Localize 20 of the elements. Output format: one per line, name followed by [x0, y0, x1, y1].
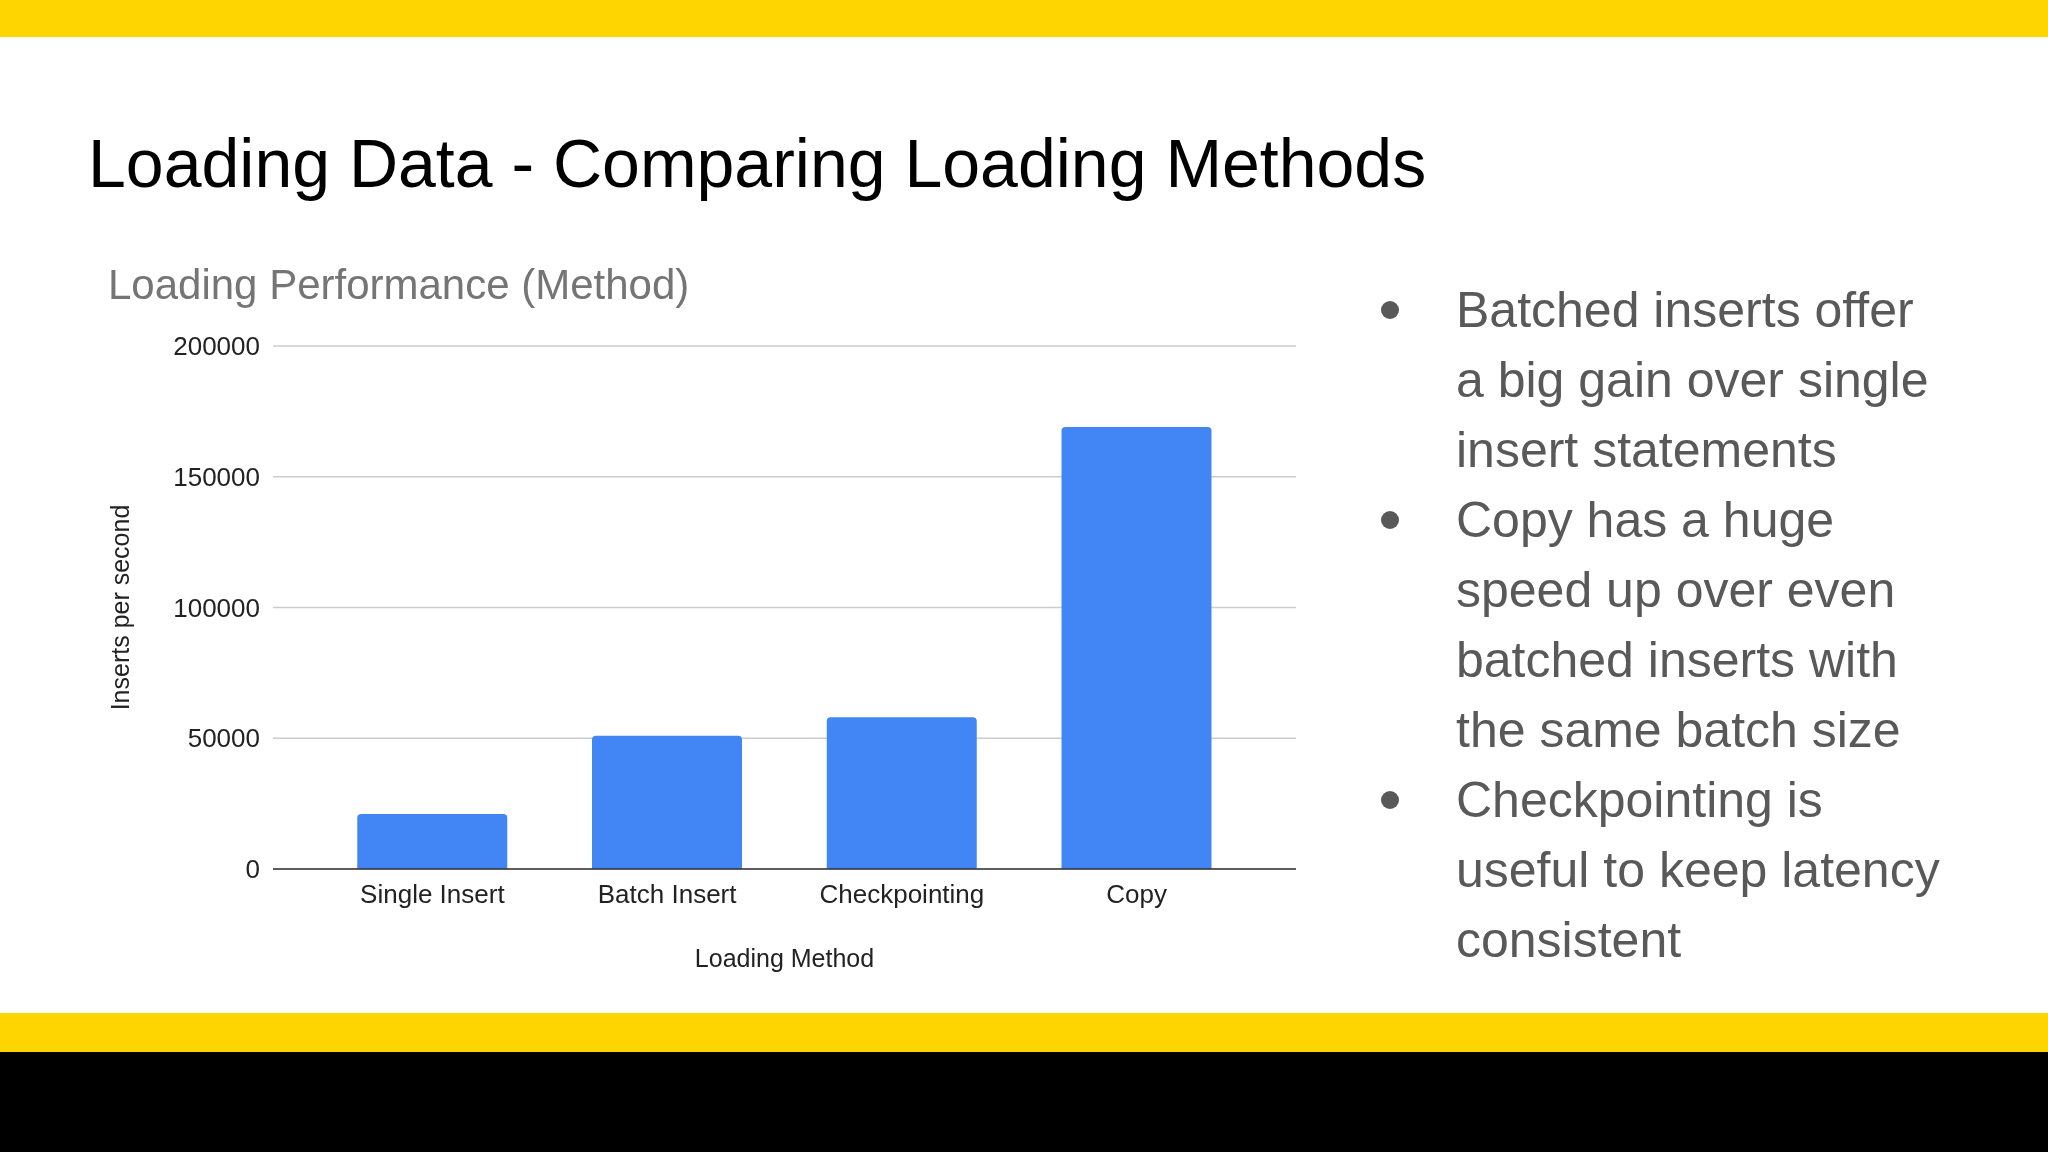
bar	[826, 717, 977, 869]
x-tick-label: Checkpointing	[819, 879, 985, 910]
y-tick-label: 0	[245, 854, 260, 885]
chart-title: Loading Data - Comparing Loading Methods	[88, 125, 1427, 201]
text: Batched inserts offer a big gain over single insert statements	[1456, 281, 1930, 480]
text: Copy has a huge speed up over even batched inserts with the same batch size	[1456, 491, 1902, 760]
bar	[357, 814, 508, 869]
text: Checkpointing is useful to keep latency consistent	[1456, 771, 1941, 970]
bar	[1061, 427, 1212, 869]
y-axis-title: Inserts per second	[105, 504, 134, 711]
x-tick-label: Copy	[1106, 879, 1167, 910]
x-tick-label: Single Insert	[360, 879, 506, 910]
x-tick-label: Batch Insert	[597, 879, 738, 910]
y-tick-label: 200000	[173, 331, 260, 362]
chart-subtitle: Loading Performance (Method)	[108, 261, 690, 308]
x-axis-title: Loading Method	[694, 944, 875, 972]
y-tick-label: 100000	[173, 592, 260, 623]
y-tick-label: 50000	[187, 723, 260, 754]
y-tick-label: 150000	[173, 461, 260, 492]
bar	[592, 735, 743, 869]
